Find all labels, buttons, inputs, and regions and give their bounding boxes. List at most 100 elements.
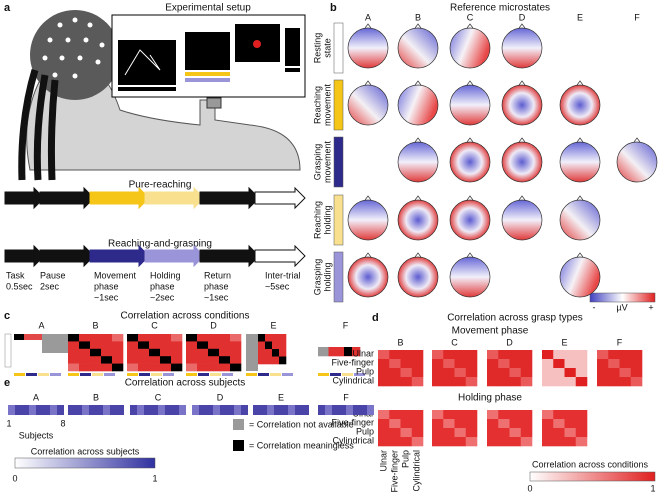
subject-cell	[234, 405, 241, 415]
matrix-cell	[272, 356, 280, 365]
matrix-cell	[564, 359, 577, 369]
subject-cell	[82, 405, 89, 415]
matrix-cell	[487, 368, 499, 378]
matrix-cell	[328, 347, 340, 357]
row-label: holding	[322, 262, 332, 291]
matrix-cell	[487, 377, 499, 387]
matrix-cell	[79, 341, 91, 350]
condition-strip	[186, 373, 197, 376]
head-nose	[414, 137, 422, 143]
condition-strip	[330, 373, 341, 376]
microstate-map	[347, 27, 389, 69]
column-label: E	[270, 320, 276, 330]
column-label: D	[506, 337, 513, 347]
panel-title: Correlation across conditions	[121, 311, 250, 322]
matrix-cell	[197, 341, 209, 350]
matrix-cell	[389, 410, 401, 420]
matrix-cell	[509, 410, 522, 420]
matrix-cell	[411, 350, 424, 360]
matrix-cell	[564, 419, 577, 429]
matrix-cell	[487, 359, 499, 369]
matrix-cell	[454, 368, 467, 378]
matrix-cell	[509, 377, 522, 387]
subject-cell	[353, 405, 360, 415]
matrix-cell	[608, 368, 620, 378]
matrix-cell	[498, 410, 510, 420]
matrix-cell	[389, 437, 401, 447]
matrix-cell	[265, 334, 273, 342]
row-label: Resting	[312, 33, 322, 64]
matrix-cell	[138, 348, 150, 357]
matrix-cell	[219, 341, 231, 350]
timeline-arrow	[89, 186, 150, 210]
matrix-cell	[197, 363, 209, 372]
matrix-cell	[411, 437, 424, 447]
matrix-cell	[378, 377, 390, 387]
phase-label: phase	[94, 281, 119, 291]
phase-label: Holding phase	[458, 393, 522, 404]
matrix-cell	[454, 350, 467, 360]
matrix-cell	[411, 410, 424, 420]
phase-label: 2sec	[40, 281, 60, 291]
column-label: D	[210, 320, 217, 330]
row-label: state	[322, 38, 332, 58]
matrix-cell	[160, 356, 172, 364]
matrix-cell	[465, 359, 478, 369]
subject-cell	[22, 405, 29, 415]
matrix-cell	[272, 334, 280, 342]
subject-cell	[29, 405, 36, 415]
subject-cell	[68, 405, 75, 415]
matrix-cell	[197, 348, 209, 357]
head-nose	[633, 137, 641, 143]
matrix-cell	[378, 428, 390, 438]
column-label: C	[467, 12, 474, 22]
condition-strip	[270, 373, 281, 376]
subject-cell	[332, 405, 339, 415]
condition-strip	[246, 373, 257, 376]
grasp-label: Cylindrical	[411, 450, 421, 492]
matrix-cell	[575, 350, 588, 360]
condition-strip	[258, 373, 269, 376]
timeline-arrow	[254, 186, 306, 210]
matrix-cell	[230, 341, 242, 350]
subject-cell	[227, 405, 234, 415]
microstate-map	[501, 84, 543, 126]
matrix-cell	[112, 341, 124, 350]
subject-cell	[213, 405, 220, 415]
subject-cell	[260, 405, 267, 415]
matrix-cell	[400, 377, 413, 387]
subject-cell	[103, 405, 110, 415]
matrix-cell	[575, 428, 588, 438]
microstate-map	[559, 141, 601, 183]
matrix-cell	[127, 363, 139, 372]
matrix-cell	[465, 368, 478, 378]
phase-label: phase	[204, 281, 229, 291]
matrix-cell	[498, 437, 510, 447]
matrix-cell	[79, 334, 91, 342]
matrix-cell	[520, 419, 533, 429]
column-label: C	[151, 320, 158, 330]
matrix-cell	[389, 419, 401, 429]
matrix-cell	[465, 410, 478, 420]
matrix-cell	[564, 377, 577, 387]
matrix-cell	[208, 334, 220, 342]
matrix-cell	[208, 363, 220, 372]
matrix-cell	[68, 348, 80, 357]
timeline-arrow	[199, 186, 260, 210]
colorbar-title: Correlation across subjects	[31, 446, 140, 456]
matrix-cell	[597, 350, 609, 360]
colorbar-label: 0	[527, 483, 532, 493]
microstate-map	[397, 27, 439, 69]
legend-swatch	[233, 440, 244, 451]
matrix-cell	[575, 419, 588, 429]
colorbar-label: +	[648, 302, 653, 312]
subject-cell	[288, 405, 295, 415]
matrix-cell	[542, 437, 554, 447]
matrix-cell	[520, 410, 533, 420]
matrix-cell	[509, 368, 522, 378]
condition-strip	[163, 373, 174, 376]
panel-label: a	[4, 2, 11, 14]
matrix-cell	[454, 359, 467, 369]
matrix-cell	[597, 377, 609, 387]
